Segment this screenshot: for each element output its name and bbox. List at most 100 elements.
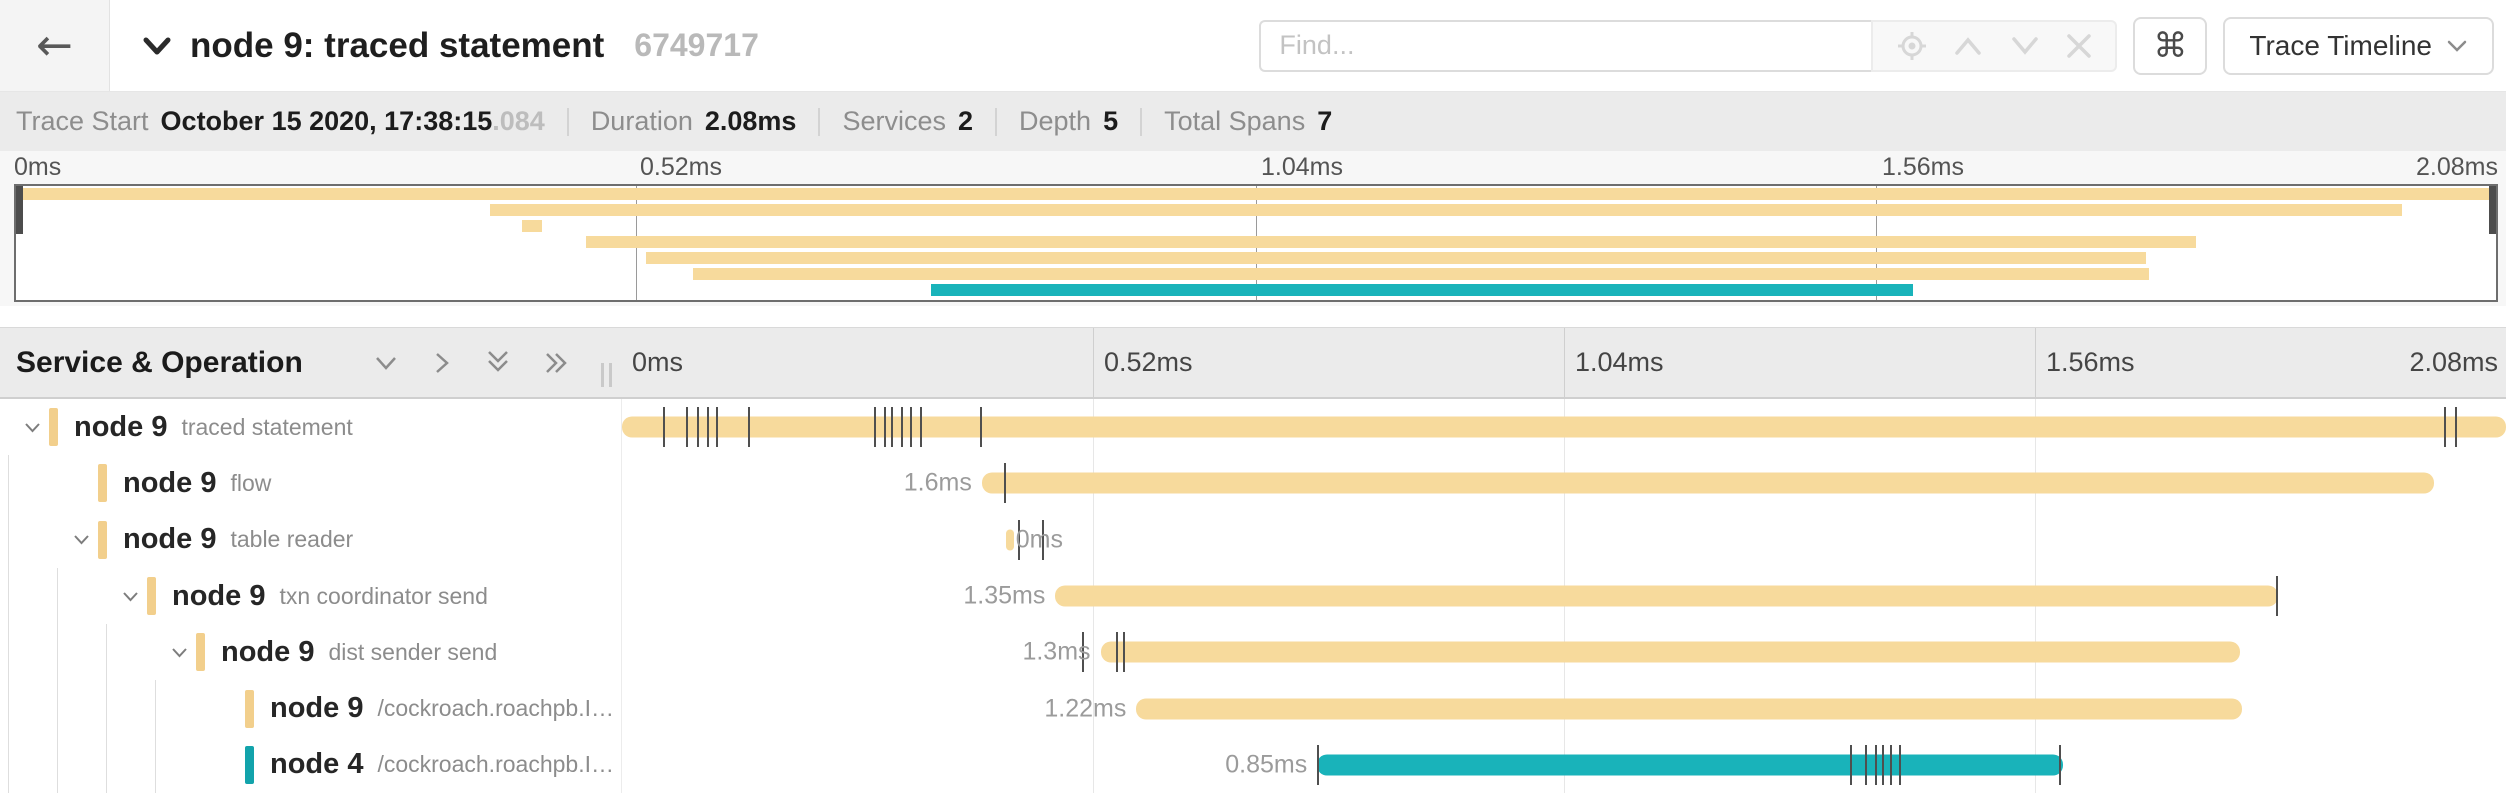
operation-name: flow [230, 469, 272, 496]
span-duration-bar[interactable] [1100, 641, 2241, 663]
summary-value: 7 [1317, 106, 1333, 136]
minimap-tick: 0ms [14, 153, 62, 181]
row-collapse-chevron-down-icon[interactable] [168, 641, 196, 664]
span-graph-cell[interactable]: 1.6ms [622, 455, 2506, 511]
summary-value: 2 [957, 106, 974, 136]
summary-value: 2.08ms [704, 106, 797, 136]
service-color-swatch [196, 633, 205, 672]
find-input[interactable] [1259, 19, 1872, 72]
timeline-axis-cell: 1.04ms [1564, 328, 2035, 397]
row-collapse-chevron-down-icon[interactable] [119, 585, 147, 608]
row-collapse-chevron-down-icon[interactable] [21, 416, 49, 439]
collapse-one-chevron-down-icon[interactable] [371, 352, 401, 374]
summary-label: Depth [1019, 106, 1092, 136]
indent-guide [106, 680, 107, 737]
service-name: node 9 [172, 579, 266, 612]
span-graph-cell[interactable]: 0ms [622, 512, 2506, 568]
span-duration-bar[interactable] [981, 472, 2435, 494]
span-duration-label: 0ms [1015, 525, 1063, 554]
minimap-range-handle-right[interactable] [2489, 186, 2496, 234]
span-graph-cell[interactable] [622, 399, 2506, 455]
row-collapse-chevron-down-icon[interactable] [70, 528, 98, 551]
column-resizer-grip[interactable] [601, 363, 612, 387]
span-graph-cell[interactable]: 0.85ms [622, 737, 2506, 793]
span-duration-bar[interactable] [1055, 585, 2279, 607]
page-title: node 9: traced statement [190, 25, 605, 65]
service-name: node 4 [270, 748, 364, 781]
service-color-swatch [49, 408, 58, 447]
indent-guide [8, 455, 9, 512]
span-row[interactable]: node 9/cockroach.roachpb.I… 1.22ms [0, 680, 2506, 737]
span-log-marker [1017, 519, 1020, 560]
collapse-all-double-chevron-down-icon[interactable] [483, 348, 513, 378]
service-name: node 9 [270, 692, 364, 725]
span-log-marker [686, 407, 689, 448]
find-extras [1871, 19, 2118, 72]
span-row[interactable]: node 9 flow 1.6ms [0, 455, 2506, 512]
span-log-marker [910, 407, 913, 448]
clear-search-icon[interactable] [2063, 30, 2095, 62]
summary-label: Trace Start [16, 106, 149, 136]
minimap-span-bar [586, 236, 2196, 248]
minimap-span-row [16, 284, 2496, 296]
span-row[interactable]: node 9 txn coordinator send 1.35ms [0, 567, 2506, 625]
span-duration-label: 1.3ms [1022, 637, 1091, 666]
summary-label: Total Spans [1164, 106, 1306, 136]
summary-trace-start: Trace Start October 15 2020, 17:38:15.08… [16, 106, 545, 137]
service-color-swatch [98, 464, 107, 503]
span-duration-bar[interactable] [622, 416, 2506, 438]
timeline-tick: 0ms [632, 347, 684, 377]
span-log-marker [2059, 744, 2062, 785]
span-row[interactable]: node 9 traced statement [0, 399, 2506, 456]
summary-separator [818, 107, 821, 136]
minimap-span-row [16, 252, 2496, 264]
title-collapse-chevron-icon[interactable] [140, 33, 174, 59]
service-color-swatch [147, 577, 156, 616]
back-button[interactable]: ← [0, 0, 110, 91]
span-name-cell[interactable]: node 9 table reader [0, 511, 622, 568]
next-result-chevron-down-icon[interactable] [2007, 34, 2043, 58]
span-duration-label: 1.6ms [903, 468, 972, 497]
locate-icon[interactable] [1894, 28, 1930, 64]
span-graph-cell[interactable]: 1.22ms [622, 680, 2506, 736]
minimap-canvas[interactable] [14, 184, 2498, 302]
command-key-icon: ⌘ [2153, 25, 2188, 66]
minimap-tick: 0.52ms [640, 153, 722, 181]
span-name-cell[interactable]: node 9 dist sender send [0, 624, 622, 681]
span-duration-bar[interactable] [1317, 754, 2064, 776]
minimap-span-bar [489, 204, 2402, 216]
expand-all-double-chevron-right-icon[interactable] [543, 348, 573, 378]
back-arrow-icon: ← [36, 19, 73, 71]
indent-guide [155, 680, 156, 737]
prev-result-chevron-up-icon[interactable] [1950, 34, 1986, 58]
span-duration-bar[interactable] [1136, 698, 2243, 720]
indent-guide [8, 511, 9, 568]
timeline-tick: 0.52ms [1104, 347, 1193, 377]
summary-value-ms-suffix: .084 [492, 106, 545, 136]
service-name: node 9 [123, 466, 217, 499]
span-log-marker [2276, 576, 2279, 617]
span-duration-label: 0.85ms [1225, 750, 1308, 779]
span-log-marker [883, 407, 886, 448]
span-name-cell[interactable]: node 9/cockroach.roachpb.I… [0, 680, 622, 737]
minimap-span-row [16, 204, 2496, 216]
span-name-cell[interactable]: node 9 txn coordinator send [0, 567, 622, 625]
trace-view-dropdown[interactable]: Trace Timeline [2223, 16, 2494, 75]
span-row[interactable]: node 9 dist sender send 1.3ms [0, 624, 2506, 681]
span-name-cell[interactable]: node 9 flow [0, 455, 622, 512]
span-name-cell[interactable]: node 4/cockroach.roachpb.I… [0, 736, 622, 794]
span-row[interactable]: node 9 table reader 0ms [0, 511, 2506, 568]
span-name-cell[interactable]: node 9 traced statement [0, 399, 622, 456]
span-row[interactable]: node 4/cockroach.roachpb.I… 0.85ms [0, 736, 2506, 794]
keyboard-shortcuts-button[interactable]: ⌘ [2133, 16, 2208, 75]
expand-one-chevron-right-icon[interactable] [431, 348, 453, 378]
collapse-controls [371, 348, 573, 378]
span-duration-bar[interactable] [1006, 529, 1014, 551]
span-log-marker [2443, 407, 2446, 448]
span-graph-cell[interactable]: 1.35ms [622, 568, 2506, 624]
minimap-range-handle-left[interactable] [16, 186, 23, 234]
span-graph-cell[interactable]: 1.3ms [622, 624, 2506, 680]
trace-summary-bar: Trace Start October 15 2020, 17:38:15.08… [0, 92, 2506, 151]
minimap-span-row [16, 188, 2496, 200]
timeline-left-header: Service & Operation [0, 328, 622, 397]
